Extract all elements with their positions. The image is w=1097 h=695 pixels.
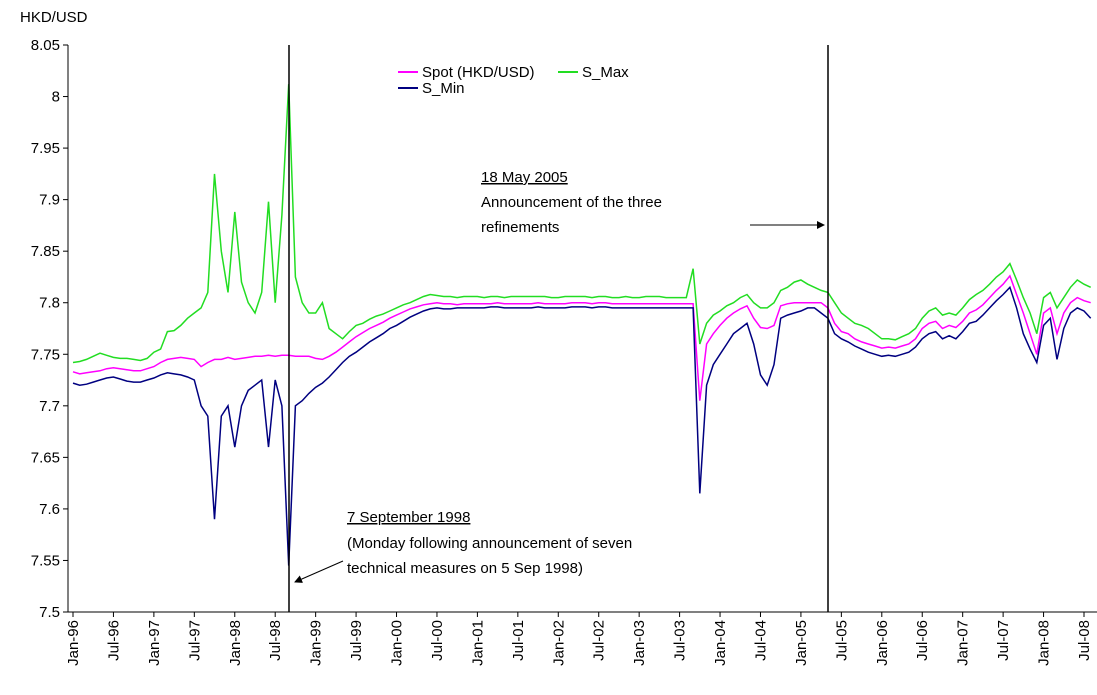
y-tick-label: 7.75 [31, 346, 60, 363]
x-tick-label: Jul-01 [510, 620, 527, 661]
x-tick-label: Jan-98 [227, 620, 244, 666]
x-tick-label: Jul-04 [752, 620, 769, 661]
y-tick-label: 8 [52, 89, 60, 106]
y-tick-label: 7.65 [31, 449, 60, 466]
x-tick-label: Jan-02 [550, 620, 567, 666]
annotation-title: 7 September 1998 [347, 509, 470, 526]
annotation-text: (Monday following announcement of seven [347, 535, 632, 552]
x-tick-label: Jul-96 [105, 620, 122, 661]
y-tick-label: 7.7 [39, 398, 60, 415]
x-tick-label: Jan-06 [874, 620, 891, 666]
y-tick-label: 7.5 [39, 604, 60, 621]
y-axis-title: HKD/USD [20, 9, 88, 26]
annotation-text: technical measures on 5 Sep 1998) [347, 560, 583, 577]
y-tick-label: 7.6 [39, 501, 60, 518]
x-tick-label: Jan-97 [146, 620, 163, 666]
legend-label: S_Max [582, 64, 629, 81]
x-tick-label: Jan-99 [308, 620, 325, 666]
x-tick-label: Jul-02 [591, 620, 608, 661]
x-tick-label: Jul-06 [914, 620, 931, 661]
series-line [72, 285, 1092, 566]
series-line [72, 274, 1091, 401]
y-tick-label: 7.95 [31, 140, 60, 157]
x-tick-label: Jan-08 [1036, 620, 1053, 666]
x-tick-label: Jan-05 [793, 620, 810, 666]
x-tick-label: Jul-99 [348, 620, 365, 661]
y-tick-label: 7.85 [31, 243, 60, 260]
y-tick-label: 7.8 [39, 295, 60, 312]
x-tick-label: Jul-05 [833, 620, 850, 661]
y-tick-label: 7.9 [39, 192, 60, 209]
annotation-arrow [294, 560, 344, 583]
x-tick-label: Jan-04 [712, 620, 729, 666]
x-tick-label: Jan-00 [389, 620, 406, 666]
x-tick-label: Jan-01 [469, 620, 486, 666]
series-line [72, 84, 1092, 364]
legend-label: S_Min [422, 80, 465, 97]
y-tick-label: 8.05 [31, 37, 60, 54]
x-tick-label: Jul-98 [267, 620, 284, 661]
x-tick-label: Jul-03 [672, 620, 689, 661]
x-tick-label: Jul-07 [995, 620, 1012, 661]
x-tick-label: Jul-08 [1076, 620, 1093, 661]
legend-label: Spot (HKD/USD) [422, 64, 535, 81]
x-tick-label: Jan-96 [65, 620, 82, 666]
annotation-title: 18 May 2005 [481, 169, 568, 186]
x-tick-label: Jul-97 [186, 620, 203, 661]
x-tick-label: Jul-00 [429, 620, 446, 661]
annotation-text: refinements [481, 219, 559, 236]
x-tick-label: Jan-07 [955, 620, 972, 666]
plot-area: 7.5 7.55 7.6 7.65 7.7 7.75 7.8 7.85 7.9 7.95 8 8.05… [31, 37, 1097, 666]
y-tick-label: 7.55 [31, 552, 60, 569]
annotation-text: Announcement of the three [481, 194, 662, 211]
x-tick-label: Jan-03 [631, 620, 648, 666]
